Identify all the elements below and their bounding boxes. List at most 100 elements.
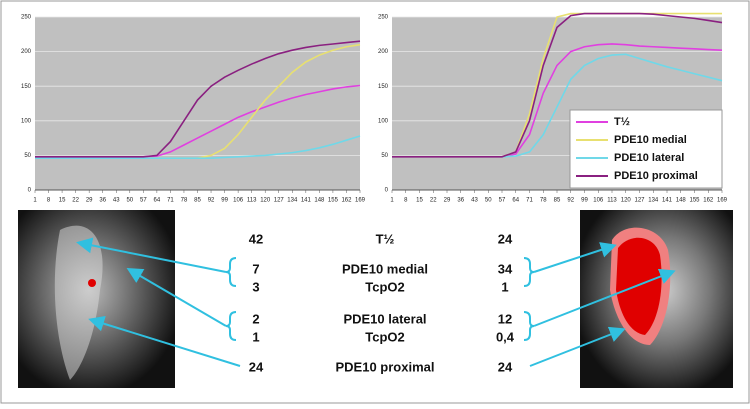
hot-spot	[88, 279, 96, 287]
x-tick-label: 78	[540, 198, 547, 204]
x-tick-label: 148	[676, 198, 687, 204]
row-value: 12	[498, 311, 512, 326]
y-tick-label: 50	[381, 153, 388, 159]
x-tick-label: 127	[634, 198, 645, 204]
x-tick-label: 162	[341, 198, 352, 204]
series-line	[35, 135, 361, 159]
row-label: PDE10 proximal	[336, 359, 435, 374]
x-tick-label: 120	[621, 198, 632, 204]
x-tick-label: 134	[648, 198, 659, 204]
row-value: 7	[252, 261, 259, 276]
plot-area	[35, 17, 360, 190]
legend-label: PDE10 lateral	[614, 152, 684, 164]
x-tick-label: 57	[140, 198, 147, 204]
x-tick-label: 1	[390, 198, 394, 204]
x-tick-label: 64	[154, 198, 161, 204]
x-tick-label: 92	[567, 198, 574, 204]
x-tick-label: 169	[355, 198, 366, 204]
x-tick-label: 29	[86, 198, 93, 204]
x-tick-label: 141	[301, 198, 312, 204]
row-value: 0,4	[496, 329, 515, 344]
row-value: 24	[249, 359, 264, 374]
row-value: 1	[252, 329, 259, 344]
x-tick-label: 64	[512, 198, 519, 204]
x-tick-label: 57	[499, 198, 506, 204]
x-tick-label: 78	[181, 198, 188, 204]
x-tick-label: 127	[274, 198, 285, 204]
row-value: 2	[252, 311, 259, 326]
y-tick-label: 0	[28, 188, 32, 194]
x-tick-label: 36	[99, 198, 106, 204]
x-tick-label: 43	[113, 198, 120, 204]
foot-shape	[54, 225, 103, 380]
x-tick-label: 162	[703, 198, 714, 204]
x-tick-label: 148	[314, 198, 325, 204]
y-tick-label: 250	[378, 15, 389, 21]
x-tick-label: 15	[59, 198, 66, 204]
series-line	[392, 12, 723, 158]
x-tick-label: 15	[416, 198, 423, 204]
arrows	[76, 237, 676, 367]
y-tick-label: 200	[378, 49, 389, 55]
x-tick-label: 113	[607, 198, 617, 204]
y-tick-label: 100	[378, 118, 389, 124]
row-value: 34	[498, 261, 513, 276]
brace	[225, 311, 237, 341]
row-value: 24	[498, 359, 513, 374]
y-tick-label: 150	[378, 84, 389, 90]
x-tick-label: 29	[444, 198, 451, 204]
x-tick-label: 169	[717, 198, 728, 204]
x-tick-label: 99	[221, 198, 228, 204]
legend: T½ PDE10 medial PDE10 lateral PDE10 proxima…	[569, 109, 723, 189]
x-tick-label: 99	[581, 198, 588, 204]
values-table: 42 T½ 247 PDE10 medial 343 TcpO2 12 PDE10 later…	[249, 231, 515, 374]
x-tick-label: 50	[126, 198, 133, 204]
y-tick-label: 50	[24, 153, 31, 159]
x-tick-label: 155	[689, 198, 700, 204]
row-label: PDE10 lateral	[343, 311, 426, 326]
y-tick-label: 200	[21, 49, 32, 55]
row-value: 24	[498, 231, 513, 246]
legend-label: PDE10 medial	[614, 134, 687, 146]
series-line	[35, 40, 361, 158]
x-tick-label: 141	[662, 198, 673, 204]
x-tick-label: 106	[233, 198, 244, 204]
row-label: TcpO2	[365, 329, 405, 344]
x-tick-label: 113	[247, 198, 257, 204]
brace	[523, 257, 535, 287]
row-label: PDE10 medial	[342, 261, 428, 276]
y-tick-label: 100	[21, 118, 32, 124]
x-tick-label: 85	[194, 198, 201, 204]
x-tick-label: 43	[471, 198, 478, 204]
y-tick-label: 150	[21, 84, 32, 90]
x-tick-label: 120	[260, 198, 271, 204]
legend-label: PDE10 proximal	[614, 170, 698, 182]
x-tick-label: 8	[404, 198, 408, 204]
row-label: TcpO2	[365, 279, 405, 294]
y-tick-label: 250	[21, 15, 32, 21]
x-tick-label: 92	[208, 198, 215, 204]
brace	[523, 311, 535, 341]
x-tick-label: 50	[485, 198, 492, 204]
row-value: 3	[252, 279, 259, 294]
x-tick-label: 8	[47, 198, 51, 204]
hot-region	[616, 237, 662, 335]
x-tick-label: 36	[457, 198, 464, 204]
brace	[225, 257, 237, 287]
x-tick-label: 22	[430, 198, 437, 204]
y-tick-label: 0	[385, 188, 389, 194]
x-tick-label: 134	[287, 198, 298, 204]
row-label: T½	[376, 231, 395, 246]
x-tick-label: 71	[526, 198, 533, 204]
x-tick-label: 1	[33, 198, 37, 204]
legend-label: T½	[614, 116, 630, 128]
x-tick-label: 106	[593, 198, 604, 204]
x-tick-label: 85	[554, 198, 561, 204]
x-tick-label: 22	[72, 198, 79, 204]
row-value: 1	[501, 279, 508, 294]
x-tick-label: 155	[328, 198, 339, 204]
row-value: 42	[249, 231, 263, 246]
